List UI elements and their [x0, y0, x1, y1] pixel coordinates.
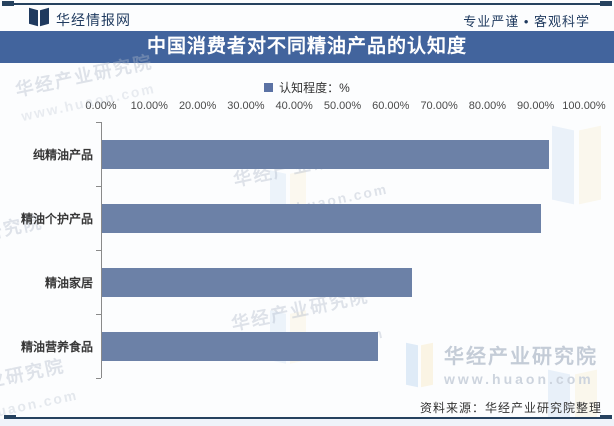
bar-精油家居: [102, 267, 413, 297]
x-tick-label: 50.00%: [323, 100, 362, 112]
legend-marker-icon: [264, 83, 274, 92]
y-axis-tick: [96, 250, 101, 251]
y-axis-line: [101, 122, 102, 378]
watermark-bottom-right: 华经产业研究院 www.huaon.com: [406, 340, 598, 388]
x-tick-label: 60.00%: [372, 100, 410, 112]
category-label: 精油个护产品: [20, 212, 93, 226]
y-axis-tick: [96, 314, 101, 315]
bar-精油营养食品: [102, 331, 378, 361]
x-tick-label: 100.00%: [562, 100, 606, 112]
legend-label: 认知程度：%: [279, 81, 350, 95]
data-source-note: 资料来源：华经产业研究院整理: [419, 401, 602, 415]
category-label: 纯精油产品: [32, 148, 93, 162]
y-axis-tick: [96, 122, 101, 123]
bottom-strip: [0, 419, 614, 426]
y-axis-tick: [96, 378, 101, 379]
category-label: 精油家居: [44, 276, 93, 290]
bottom-border-right-cap: [600, 415, 612, 420]
watermark-text: www.huaon.com: [444, 371, 594, 387]
chart-legend: 认知程度：%: [0, 79, 614, 96]
brand-name: 华经情报网: [56, 12, 131, 28]
x-tick-label: 20.00%: [178, 100, 217, 112]
x-tick-label: 70.00%: [420, 100, 458, 112]
chart-title: 中国消费者对不同精油产品的认知度: [0, 31, 614, 63]
x-axis-tick-labels: 0.00% 10.00% 20.00% 30.00% 40.00% 50.00% 60.00…: [85, 100, 605, 114]
top-border-line: [4, 3, 610, 5]
x-tick-label: 30.00%: [227, 100, 265, 112]
top-border-left-cap: [2, 1, 14, 6]
x-tick-label: 90.00%: [517, 100, 555, 112]
x-tick-label: 80.00%: [468, 100, 507, 112]
watermark-text: 华经产业研究院: [444, 346, 598, 368]
bar-精油个护产品: [102, 203, 541, 233]
top-border-right-cap: [600, 1, 612, 6]
bottom-border-line: [4, 417, 610, 419]
header-slogan: 专业严谨 • 客观科学: [463, 14, 590, 29]
bar-纯精油产品: [102, 139, 549, 169]
category-label: 精油营养食品: [20, 340, 93, 354]
y-axis-tick: [96, 186, 101, 187]
x-tick-label: 40.00%: [275, 100, 313, 112]
bottom-border-left-cap: [4, 415, 16, 420]
x-tick-label: 0.00%: [85, 100, 117, 112]
header: 华经情报网 专业严谨 • 客观科学: [0, 6, 614, 31]
x-tick-label: 10.00%: [130, 100, 168, 112]
